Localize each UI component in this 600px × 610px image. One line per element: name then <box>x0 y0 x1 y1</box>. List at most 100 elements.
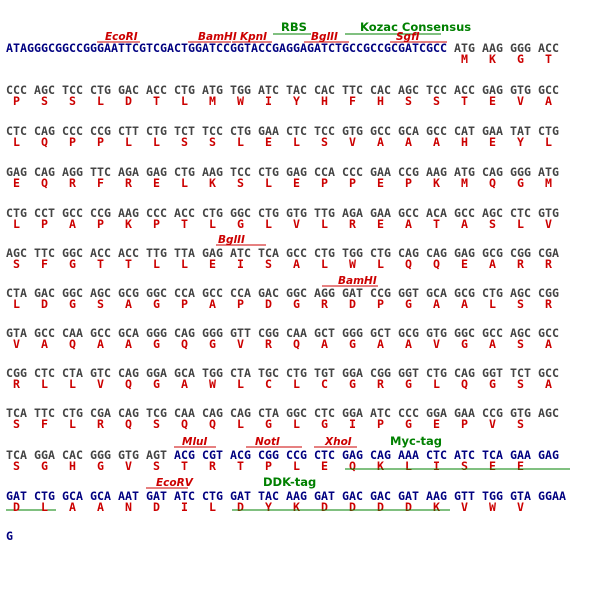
amino-acid: S <box>321 135 328 149</box>
codon: GGA <box>34 448 55 462</box>
codon: ACC <box>118 246 139 260</box>
feature-label: BamHI <box>198 31 237 43</box>
codon: CAA <box>286 326 307 340</box>
amino-acid: A <box>461 297 468 311</box>
amino-acid: V <box>545 217 552 231</box>
codon: CTG <box>370 246 391 260</box>
codon: ACC <box>538 41 559 55</box>
amino-acid: K <box>209 176 216 190</box>
codon: ACC <box>454 83 475 97</box>
codon: GTT <box>454 489 475 503</box>
codon: GCC <box>286 246 307 260</box>
amino-acid: Q <box>181 417 188 431</box>
amino-acid: I <box>237 257 244 271</box>
codon: GCA <box>426 286 447 300</box>
amino-acid: S <box>153 459 160 473</box>
codon: CTC <box>286 124 307 138</box>
codon: GAA <box>370 165 391 179</box>
amino-acid: D <box>265 297 272 311</box>
codon: CAC <box>314 83 335 97</box>
amino-acid: P <box>377 417 384 431</box>
codon: GTG <box>538 206 559 220</box>
codon: GAA <box>482 124 503 138</box>
codon: CAG <box>482 165 503 179</box>
codon: TCT <box>174 124 195 138</box>
amino-acid: C <box>265 377 272 391</box>
amino-acid: A <box>97 500 104 514</box>
codon: CTA <box>258 406 279 420</box>
codon: GCA <box>90 489 111 503</box>
amino-acid: M <box>209 94 216 108</box>
codon: GGG <box>202 326 223 340</box>
amino-acid: M <box>461 52 468 66</box>
codon: GCC <box>538 326 559 340</box>
codon: GGAA <box>538 489 566 503</box>
codon: CAG <box>118 406 139 420</box>
codon: GGG <box>510 41 531 55</box>
codon: GGA <box>146 366 167 380</box>
amino-acid: L <box>489 297 496 311</box>
codon: ACG <box>230 448 251 462</box>
codon: CTG <box>174 83 195 97</box>
amino-acid: A <box>545 377 552 391</box>
codon: ATC <box>454 448 475 462</box>
codon: CCG <box>286 448 307 462</box>
codon: TGG <box>482 489 503 503</box>
amino-acid: L <box>69 417 76 431</box>
amino-acid: V <box>433 337 440 351</box>
amino-acid: Q <box>405 257 412 271</box>
amino-acid: T <box>97 257 104 271</box>
amino-acid: S <box>69 94 76 108</box>
codon: CGG <box>370 366 391 380</box>
codon: CCC <box>62 124 83 138</box>
amino-acid: L <box>321 257 328 271</box>
amino-acid: K <box>377 459 384 473</box>
amino-acid: Q <box>181 337 188 351</box>
codon: GTC <box>90 366 111 380</box>
codon: GCA <box>398 124 419 138</box>
codon: GGC <box>286 406 307 420</box>
codon: AGT <box>146 448 167 462</box>
amino-acid: A <box>377 337 384 351</box>
codon: CTA <box>62 366 83 380</box>
codon: GAA <box>370 206 391 220</box>
codon: CTA <box>6 286 27 300</box>
amino-acid: S <box>517 337 524 351</box>
amino-acid: D <box>349 500 356 514</box>
codon: GCC <box>538 366 559 380</box>
amino-acid: A <box>405 217 412 231</box>
codon: AGC <box>34 83 55 97</box>
amino-acid: W <box>489 500 496 514</box>
codon: TGC <box>258 366 279 380</box>
codon: CTC <box>6 124 27 138</box>
amino-acid: T <box>461 94 468 108</box>
amino-acid: L <box>41 377 48 391</box>
codon: GGC <box>62 286 83 300</box>
codon: GCG <box>398 326 419 340</box>
codon: GCA <box>62 489 83 503</box>
dna-sequence: G <box>6 529 13 543</box>
codon: GAA <box>510 448 531 462</box>
codon: AGA <box>342 206 363 220</box>
codon: GCC <box>370 124 391 138</box>
codon: ACC <box>90 246 111 260</box>
amino-acid: V <box>125 459 132 473</box>
codon: GGC <box>286 286 307 300</box>
amino-acid: W <box>349 257 356 271</box>
amino-acid: M <box>545 176 552 190</box>
amino-acid: L <box>237 377 244 391</box>
amino-acid: L <box>209 217 216 231</box>
codon: TCC <box>62 83 83 97</box>
amino-acid: D <box>349 297 356 311</box>
feature-label: XhoI <box>324 436 352 448</box>
codon: GCC <box>398 206 419 220</box>
amino-acid: T <box>433 217 440 231</box>
amino-acid: S <box>209 135 216 149</box>
codon: GCG <box>454 286 475 300</box>
dna-sequence: ATAGGGCGGCCGGGAATTCGTCGACTGGATCCGGTACCGA… <box>6 41 447 55</box>
amino-acid: H <box>461 135 468 149</box>
amino-acid: Q <box>125 377 132 391</box>
amino-acid: D <box>153 500 160 514</box>
codon: TTA <box>174 246 195 260</box>
